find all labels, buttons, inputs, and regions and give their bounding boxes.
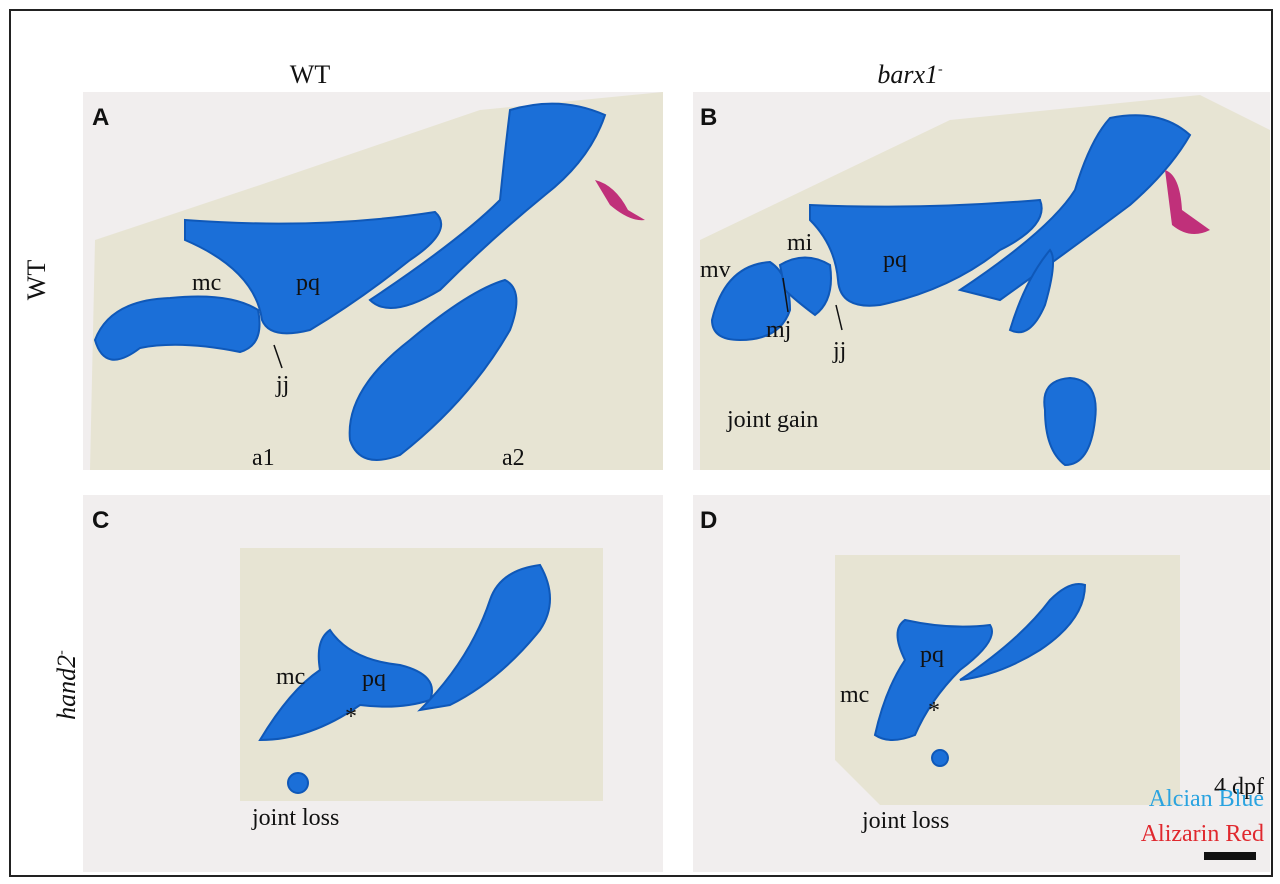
- bone-stain: [595, 180, 645, 221]
- cartilage: [1008, 248, 1055, 334]
- panel: B mi mv pq mj jj joint gain: [693, 92, 1270, 470]
- annotation: *: [345, 704, 357, 730]
- pointer: [782, 277, 789, 313]
- annotation: joint gain: [726, 407, 818, 433]
- column-header-text: barx1: [877, 60, 938, 89]
- specimen: [835, 555, 1180, 805]
- annotation: *: [928, 698, 940, 724]
- cartilage: [778, 256, 832, 317]
- column-header-superscript: -: [938, 62, 943, 77]
- cartilage: [710, 260, 792, 342]
- cartilage: [809, 198, 1043, 307]
- annotation: pq: [883, 247, 907, 273]
- cartilage: [258, 628, 433, 742]
- annotation: mj: [766, 317, 791, 343]
- pointer: [273, 344, 283, 369]
- cartilage: [93, 295, 261, 361]
- annotation: mc: [840, 682, 869, 708]
- panel-letter: C: [92, 507, 109, 534]
- panel-letter: B: [700, 104, 717, 131]
- panel-letter: D: [700, 507, 717, 534]
- annotation: mc: [276, 664, 305, 690]
- column-header: WT: [290, 60, 331, 89]
- annotation: joint loss: [861, 808, 949, 834]
- cartilage: [368, 102, 607, 309]
- annotation: jj: [275, 372, 289, 398]
- legend-stain: Alcian Blue: [1149, 786, 1264, 812]
- row-header-text: hand2: [52, 655, 81, 720]
- pointer: [835, 304, 843, 331]
- cartilage: [348, 278, 518, 461]
- panel-letter: A: [92, 104, 109, 131]
- annotation: pq: [920, 642, 944, 668]
- cartilage: [957, 114, 1192, 302]
- annotation: jj: [832, 338, 846, 364]
- cartilage: [931, 749, 949, 767]
- cartilage: [1043, 376, 1097, 467]
- row-header-superscript: -: [54, 650, 69, 655]
- scale-bar: [1204, 852, 1256, 860]
- annotation: a2: [502, 445, 525, 471]
- row-header: hand2-: [52, 650, 81, 720]
- cartilage: [184, 210, 443, 335]
- panel: C mc pq * joint loss: [83, 495, 663, 872]
- cartilage: [959, 583, 1087, 681]
- annotation: mi: [787, 230, 813, 256]
- panel: D pq mc * joint loss: [693, 495, 1270, 872]
- legend-stain: Alizarin Red: [1141, 821, 1264, 847]
- cartilage: [287, 772, 309, 794]
- annotation: pq: [296, 270, 320, 296]
- annotation: a1: [252, 445, 275, 471]
- cartilage: [417, 563, 551, 712]
- cartilage: [873, 618, 993, 741]
- row-header: WT: [22, 260, 51, 301]
- panel: A mc pq jj a1 a2: [83, 92, 663, 471]
- annotation: joint loss: [251, 805, 339, 831]
- column-header: barx1-: [877, 60, 943, 89]
- annotation: pq: [362, 666, 386, 692]
- bone-stain: [1165, 170, 1210, 234]
- annotation: mc: [192, 270, 221, 296]
- annotation: mv: [700, 257, 731, 283]
- legend-stage: 4 dpf: [1214, 774, 1264, 800]
